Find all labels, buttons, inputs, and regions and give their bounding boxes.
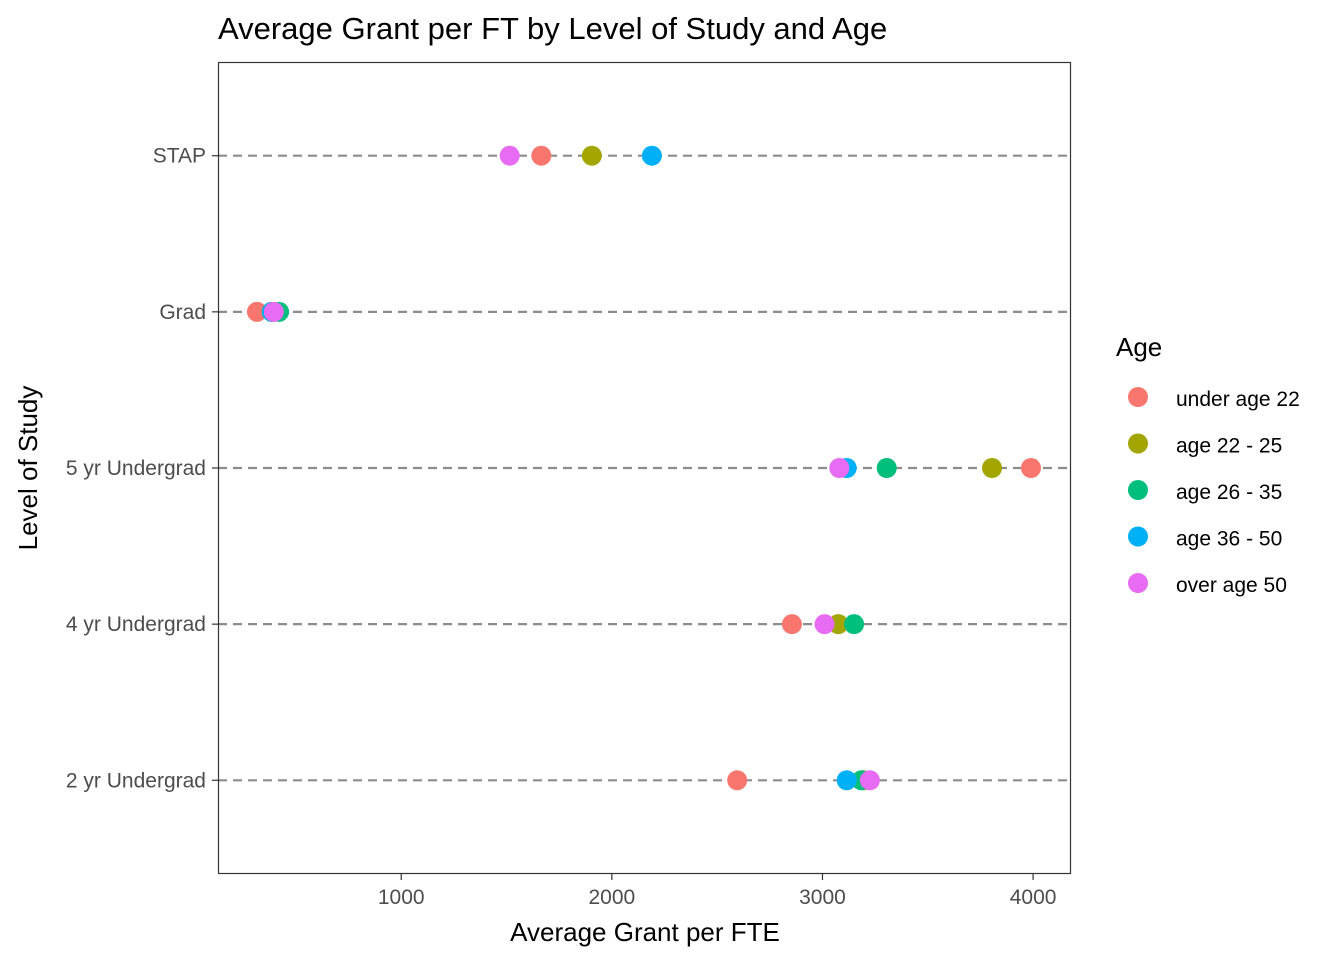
- y-tick-label: 2 yr Undergrad: [66, 769, 206, 792]
- legend-title: Age: [1116, 332, 1162, 362]
- data-point: [1020, 458, 1041, 478]
- data-points: [246, 145, 1041, 791]
- data-point: [263, 301, 284, 322]
- x-tick-label: 2000: [588, 886, 635, 909]
- data-point: [641, 145, 662, 166]
- plot-panel-border: [217, 61, 1072, 875]
- legend-label: age 36 - 50: [1176, 528, 1282, 551]
- data-point: [499, 145, 520, 166]
- x-axis: 1000 2000 3000 4000: [378, 874, 1057, 909]
- legend-label: age 22 - 25: [1176, 435, 1282, 458]
- data-point: [531, 145, 552, 166]
- legend: Age under age 22 age 22 - 25 age 26 - 35 ag…: [1116, 332, 1300, 597]
- data-point: [876, 458, 897, 478]
- chart-title: Average Grant per FT by Level of Study a…: [218, 11, 887, 46]
- data-point: [246, 301, 267, 322]
- legend-key: [1128, 480, 1148, 500]
- x-tick-label: 1000: [378, 886, 425, 909]
- y-tick-label: 5 yr Undergrad: [66, 457, 206, 480]
- y-tick-label: STAP: [153, 145, 206, 168]
- data-point: [828, 614, 849, 635]
- data-point: [727, 770, 748, 791]
- legend-key: [1128, 526, 1148, 547]
- legend-key: [1128, 573, 1148, 593]
- data-point: [844, 614, 865, 635]
- legend-key: [1128, 433, 1148, 454]
- legend-key: [1128, 387, 1148, 407]
- legend-label: age 26 - 35: [1176, 481, 1282, 504]
- data-point: [836, 770, 857, 791]
- x-tick-label: 3000: [799, 886, 846, 909]
- legend-label: under age 22: [1176, 388, 1300, 411]
- data-point: [581, 145, 602, 166]
- legend-label: over age 50: [1176, 574, 1287, 597]
- y-tick-label: Grad: [159, 301, 206, 324]
- data-point: [814, 614, 835, 635]
- data-point: [859, 770, 880, 791]
- category-guide-lines: [218, 154, 1071, 782]
- data-point: [781, 614, 802, 635]
- y-tick-label: 4 yr Undergrad: [66, 613, 206, 636]
- y-axis: STAP Grad 5 yr Undergrad 4 yr Undergrad 2 yr…: [66, 145, 218, 792]
- y-axis-title: Level of Study: [13, 386, 43, 551]
- data-point: [982, 458, 1003, 478]
- data-point: [829, 458, 850, 478]
- x-tick-label: 4000: [1010, 886, 1057, 909]
- x-axis-title: Average Grant per FTE: [510, 917, 780, 947]
